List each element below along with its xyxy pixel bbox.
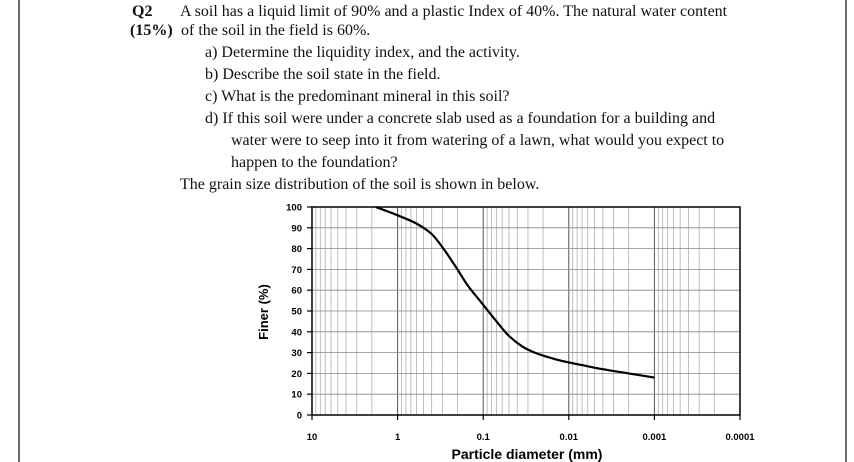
x-tick-label: 0.01	[560, 432, 579, 443]
y-tick-label: 30	[291, 348, 302, 359]
x-tick-label: 1	[395, 432, 401, 443]
part-d-line2: water were to seep into it from watering…	[231, 132, 725, 149]
y-tick-label: 100	[286, 203, 302, 214]
y-tick-label: 60	[291, 286, 302, 297]
y-tick-label: 50	[291, 307, 302, 318]
question-intro-line2: of the soil in the field is 60%.	[181, 22, 371, 39]
y-axis-label: Finer (%)	[256, 284, 271, 340]
y-tick-label: 0	[297, 411, 302, 422]
y-tick-label: 70	[291, 265, 302, 276]
y-tick-label: 90	[291, 223, 302, 234]
y-tick-label: 10	[291, 390, 302, 401]
x-tick-label: 10	[307, 432, 318, 443]
part-d-line1: d) If this soil were under a concrete sl…	[205, 110, 716, 127]
x-tick-label: 0.0001	[725, 432, 755, 443]
part-a: a) Determine the liquidity index, and th…	[205, 44, 520, 61]
x-tick-label: 0.001	[643, 432, 667, 443]
part-c: c) What is the predominant mineral in th…	[205, 88, 510, 105]
question-intro-line1: A soil has a liquid limit of 90% and a p…	[180, 3, 728, 20]
y-tick-label: 80	[291, 244, 302, 255]
part-d-line3: happen to the foundation?	[231, 154, 398, 171]
grain-size-text: The grain size distribution of the soil …	[180, 176, 540, 193]
grain-size-curve	[375, 205, 655, 379]
left-border-line	[18, 0, 20, 462]
question-marks: (15%)	[130, 22, 173, 39]
right-border-line	[845, 0, 847, 462]
part-b: b) Describe the soil state in the field.	[205, 66, 441, 83]
x-tick-label: 0.1	[477, 432, 491, 443]
y-tick-label: 20	[291, 369, 302, 380]
y-tick-label: 40	[291, 327, 302, 338]
x-axis-label: Particle diameter (mm)	[452, 446, 603, 462]
question-number: Q2	[132, 3, 153, 20]
